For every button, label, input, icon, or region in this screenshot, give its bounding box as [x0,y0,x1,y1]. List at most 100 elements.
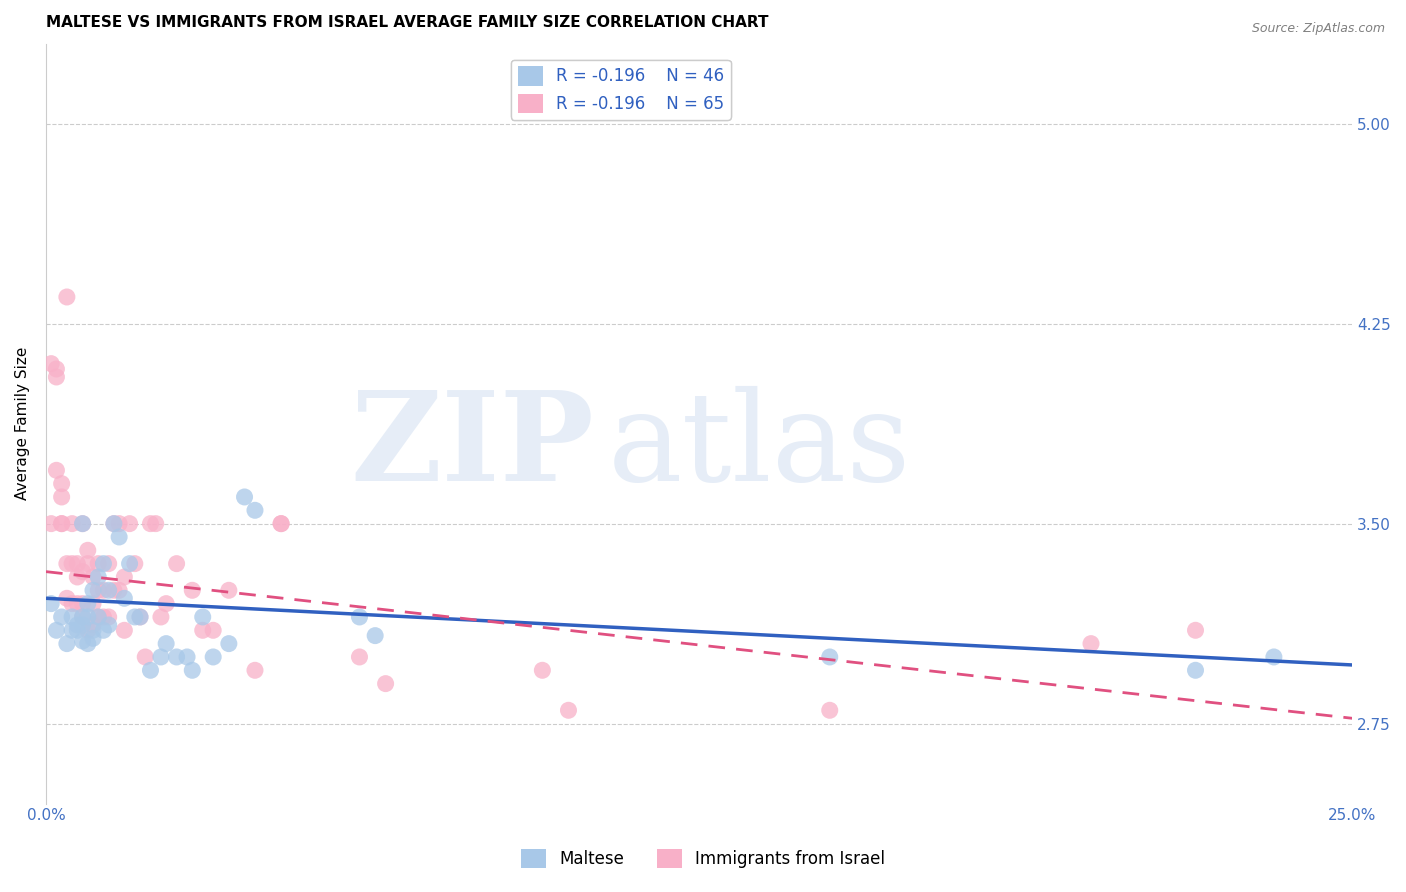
Point [82,632,104,646]
Legend: R = -0.196    N = 46, R = -0.196    N = 65: R = -0.196 N = 46, R = -0.196 N = 65 [510,60,731,120]
Point [1184,624,1206,638]
Point [72,610,94,624]
Point [97,583,120,598]
Point [56,637,79,651]
Legend: Maltese, Immigrants from Israel: Maltese, Immigrants from Israel [515,842,891,875]
Point [202,650,225,665]
Point [76,557,98,571]
Point [1263,650,1285,665]
Point [76,637,98,651]
Point [1080,637,1102,651]
Point [87,557,110,571]
Point [818,650,841,665]
Point [149,650,172,665]
Point [39,516,62,531]
Point [76,597,98,611]
Point [60,557,83,571]
Point [112,624,135,638]
Point [51,610,73,624]
Point [166,650,188,665]
Point [76,543,98,558]
Point [93,610,115,624]
Point [112,591,135,606]
Point [76,610,98,624]
Point [87,583,110,598]
Point [364,629,387,643]
Point [97,557,120,571]
Point [60,516,83,531]
Point [349,650,371,665]
Point [72,610,94,624]
Point [97,610,120,624]
Point [45,624,67,638]
Point [124,557,146,571]
Point [56,557,79,571]
Point [218,637,240,651]
Point [66,557,89,571]
Point [191,610,214,624]
Point [818,703,841,717]
Text: MALTESE VS IMMIGRANTS FROM ISRAEL AVERAGE FAMILY SIZE CORRELATION CHART: MALTESE VS IMMIGRANTS FROM ISRAEL AVERAG… [46,15,769,30]
Point [39,357,62,371]
Point [72,634,94,648]
Point [181,583,204,598]
Point [176,650,198,665]
Point [166,557,188,571]
Point [51,490,73,504]
Point [51,516,73,531]
Point [39,597,62,611]
Point [60,624,83,638]
Point [108,530,131,544]
Point [139,516,162,531]
Point [149,610,172,624]
Point [72,565,94,579]
Point [87,610,110,624]
Point [93,557,115,571]
Point [349,610,371,624]
Text: atlas: atlas [607,386,911,507]
Point [45,463,67,477]
Point [87,610,110,624]
Point [87,570,110,584]
Point [82,570,104,584]
Point [93,624,115,638]
Point [45,370,67,384]
Point [218,583,240,598]
Y-axis label: Average Family Size: Average Family Size [15,347,30,500]
Point [233,490,256,504]
Point [145,516,167,531]
Point [66,597,89,611]
Point [93,583,115,598]
Point [134,650,156,665]
Point [82,583,104,598]
Text: ZIP: ZIP [352,386,595,507]
Point [155,597,177,611]
Point [51,516,73,531]
Point [243,663,266,677]
Point [60,610,83,624]
Point [56,290,79,304]
Point [270,516,292,531]
Point [103,516,125,531]
Point [202,624,225,638]
Point [66,624,89,638]
Point [139,663,162,677]
Point [72,516,94,531]
Point [270,516,292,531]
Point [76,624,98,638]
Point [97,618,120,632]
Point [124,610,146,624]
Point [82,597,104,611]
Point [108,516,131,531]
Point [118,516,141,531]
Point [118,557,141,571]
Point [181,663,204,677]
Point [82,618,104,632]
Point [129,610,152,624]
Point [103,516,125,531]
Point [557,703,579,717]
Point [45,362,67,376]
Point [72,618,94,632]
Point [112,570,135,584]
Point [108,583,131,598]
